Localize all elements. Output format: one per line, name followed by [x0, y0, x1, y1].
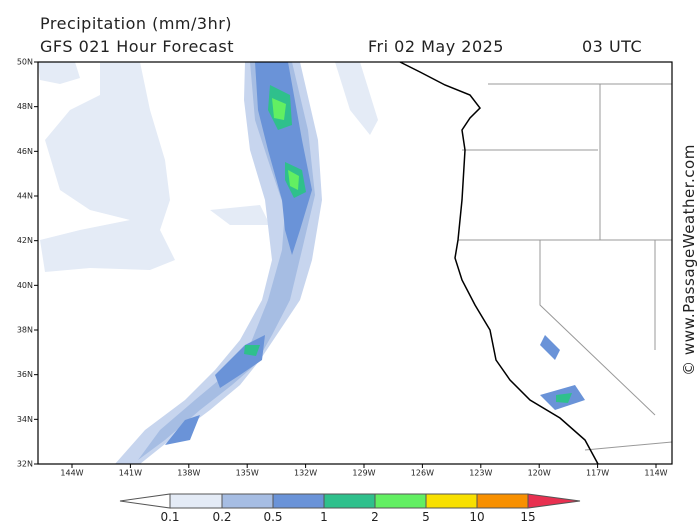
lat-label: 36N: [17, 370, 33, 379]
legend-label: 2: [371, 510, 379, 524]
legend-swatch: [169, 493, 223, 509]
legend-swatch: [476, 493, 529, 509]
legend-label: 15: [520, 510, 535, 524]
precip-light: [38, 62, 175, 272]
legend-swatch: [374, 493, 427, 509]
lat-label: 48N: [17, 102, 33, 111]
lon-label: 117W: [586, 469, 609, 478]
legend-swatch: [221, 493, 274, 509]
forecast-time: 03 UTC: [582, 37, 642, 56]
precip-light: [210, 62, 378, 225]
map-area: [37, 61, 673, 465]
legend-label: 0.1: [160, 510, 179, 524]
lon-label: 135W: [236, 469, 259, 478]
legend: [119, 493, 581, 509]
lon-label: 141W: [119, 469, 142, 478]
legend-label: 10: [469, 510, 484, 524]
legend-label: 0.5: [263, 510, 282, 524]
coastline: [399, 61, 599, 465]
map-frame: [37, 61, 673, 465]
lon-label: 132W: [294, 469, 317, 478]
lon-label: 144W: [60, 469, 83, 478]
lon-label: 138W: [177, 469, 200, 478]
legend-swatch: [119, 493, 171, 509]
lon-label: 129W: [352, 469, 375, 478]
watermark: © www.PassageWeather.com: [680, 144, 698, 376]
lat-label: 50N: [17, 58, 33, 67]
lat-label: 34N: [17, 415, 33, 424]
lon-label: 126W: [411, 469, 434, 478]
lat-label: 38N: [17, 326, 33, 335]
lon-label: 123W: [469, 469, 492, 478]
lon-label: 120W: [528, 469, 551, 478]
lat-label: 32N: [17, 460, 33, 469]
legend-label: 1: [320, 510, 328, 524]
state-borders: [458, 83, 673, 451]
borders: [458, 83, 673, 451]
subtitle: GFS 021 Hour Forecast: [40, 37, 234, 56]
precipitation: [38, 62, 585, 464]
lat-label: 40N: [17, 281, 33, 290]
legend-swatch: [272, 493, 325, 509]
lat-label: 44N: [17, 192, 33, 201]
precip-very-heavy: [272, 98, 299, 190]
lat-label: 46N: [17, 147, 33, 156]
lon-label: 114W: [644, 469, 667, 478]
legend-swatch: [323, 493, 376, 509]
legend-swatch: [425, 493, 478, 509]
legend-swatch: [527, 493, 581, 509]
lat-label: 42N: [17, 236, 33, 245]
legend-label: 0.2: [212, 510, 231, 524]
legend-label: 5: [422, 510, 430, 524]
precip-mid: [138, 62, 315, 460]
forecast-date: Fri 02 May 2025: [368, 37, 504, 56]
title: Precipitation (mm/3hr): [40, 14, 232, 33]
